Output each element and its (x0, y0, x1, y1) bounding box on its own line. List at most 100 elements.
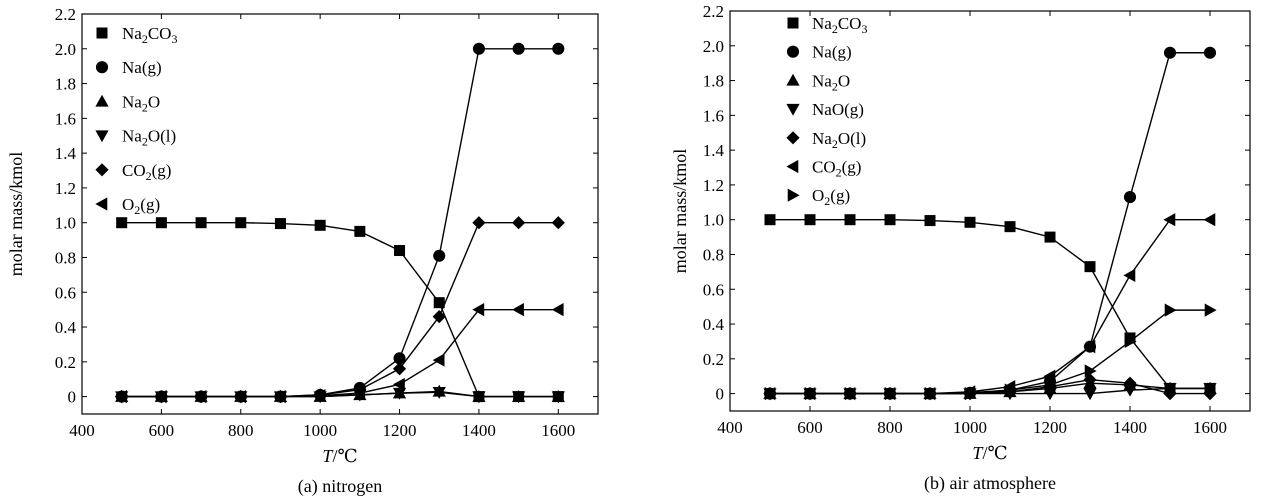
data-point-na2co3 (314, 219, 326, 231)
legend: Na2CO3 Na(g) Na2O NaO(g) Na2O(l) CO2(g) O2(g) (786, 14, 867, 208)
data-point-o2-g (924, 387, 937, 401)
legend-marker-o2-g (95, 197, 108, 211)
legend-label-na2o-l: Na2O(l) (812, 129, 866, 151)
y-tick-label: 1.8 (55, 75, 76, 94)
data-point-nao-g (1083, 388, 1097, 401)
legend-marker-na-g (786, 45, 800, 58)
data-point-na2o-l (1123, 376, 1137, 390)
data-point-na-g (1163, 46, 1177, 59)
data-point-na-g (433, 249, 446, 262)
series-o2-g (764, 303, 1217, 401)
data-point-o2-g (1204, 303, 1217, 317)
y-tick-label: 2.0 (703, 37, 724, 56)
y-tick-label: 2.0 (55, 40, 76, 59)
data-point-o2-g (1164, 303, 1177, 317)
plot-frame (729, 10, 1251, 412)
y-tick-label: 0.6 (55, 283, 76, 302)
series-o2-g (115, 303, 564, 404)
series-line-na2co3 (770, 218, 1210, 390)
data-point-nao-g (1123, 384, 1137, 397)
data-point-na2co3 (394, 245, 406, 257)
x-tick-label: 1000 (953, 418, 987, 437)
x-tick-label: 800 (877, 418, 903, 437)
data-point-co2-g (1043, 369, 1056, 383)
data-point-o2-g (273, 390, 286, 404)
data-point-na2o-l (472, 391, 486, 404)
x-axis-title: T/℃ (322, 446, 357, 466)
data-point-na2o-l (392, 387, 407, 400)
data-point-na2o-l (512, 391, 526, 404)
series-line-o2-g (770, 309, 1210, 395)
y-tick-label: 0.6 (703, 280, 724, 299)
chart-caption: (b) air atmosphere (924, 473, 1056, 494)
y-tick-label: 0.2 (55, 353, 76, 372)
legend-label-co2-g: CO2(g) (812, 158, 861, 180)
series-line-co2-g (770, 218, 1210, 395)
legend-marker-na2o (786, 73, 800, 86)
legend-marker-na2co3 (96, 27, 108, 39)
data-point-o2-g (154, 390, 167, 404)
legend-label-na-g: Na(g) (122, 58, 162, 77)
data-point-na2co3 (764, 214, 776, 226)
legend-label-o2-g: O2(g) (812, 186, 850, 208)
y-tick-label: 1.0 (55, 214, 76, 233)
chart-air-atmosphere: 0 0.2 0.4 0.6 0.8 1.0 1.2 1.4 1.6 1.8 2.0 2.2 400 600… (670, 2, 1251, 494)
data-point-na2co3 (1004, 221, 1016, 233)
data-point-na2co3 (804, 214, 816, 226)
data-point-na-g (1123, 191, 1137, 204)
y-tick-label: 0.8 (55, 248, 76, 267)
data-point-o2-g (1084, 364, 1097, 378)
series-na2co3 (764, 214, 1216, 394)
data-point-o2-g (432, 353, 445, 367)
x-tick-label: 1600 (541, 421, 575, 440)
x-tick-label: 1000 (303, 421, 337, 440)
data-point-na2co3 (116, 217, 128, 229)
data-point-o2-g (964, 387, 977, 401)
x-tick-label: 1400 (1113, 418, 1147, 437)
data-point-na-g (512, 42, 525, 55)
data-point-na2o-l (1203, 387, 1217, 401)
data-point-co2-g (432, 310, 446, 324)
y-tick-label: 0 (68, 388, 77, 407)
data-point-o2-g (1004, 383, 1017, 397)
data-point-o2-g (115, 390, 127, 404)
data-point-o2-g (1124, 334, 1137, 349)
data-point-na2co3 (964, 216, 976, 228)
x-tick-label: 400 (69, 421, 95, 440)
y-tick-label: 1.8 (703, 72, 724, 91)
data-point-co2-g (1203, 213, 1216, 227)
y-tick-label: 1.4 (55, 144, 77, 163)
y-tick-label: 1.6 (55, 109, 76, 128)
data-point-na2co3 (195, 217, 207, 229)
y-tick-label: 1.6 (703, 106, 724, 125)
data-point-na2co3 (354, 225, 366, 237)
data-point-co2-g (551, 216, 565, 230)
data-point-co2-g (392, 362, 407, 376)
data-point-o2-g (313, 389, 326, 403)
data-point-o2-g (234, 390, 247, 404)
legend-label-na2co3: Na2CO3 (122, 24, 177, 46)
series-co2-g (763, 213, 1216, 401)
plot-frame (81, 13, 599, 415)
data-point-na-g (472, 42, 485, 55)
data-point-o2-g (764, 387, 777, 401)
chart-caption: (a) nitrogen (298, 476, 382, 497)
legend-marker-nao-g (786, 103, 800, 116)
data-point-na-g (1203, 46, 1217, 59)
x-tick-label: 1600 (1193, 418, 1227, 437)
x-tick-label: 800 (228, 421, 254, 440)
data-point-co2-g (1123, 268, 1136, 282)
data-point-o2-g (551, 303, 564, 317)
y-tick-label: 0 (716, 385, 725, 404)
data-point-nao-g (1043, 388, 1057, 401)
legend-marker-o2-g (787, 188, 800, 202)
data-point-co2-g (1163, 213, 1176, 227)
y-tick-label: 1.4 (703, 141, 725, 160)
legend-label-na-g: Na(g) (812, 43, 852, 62)
series-na2o (115, 384, 565, 402)
data-point-na2co3 (1084, 261, 1096, 273)
data-point-o2-g (392, 377, 405, 392)
data-point-na2co3 (274, 218, 286, 230)
legend-marker-co2-g (786, 159, 799, 174)
